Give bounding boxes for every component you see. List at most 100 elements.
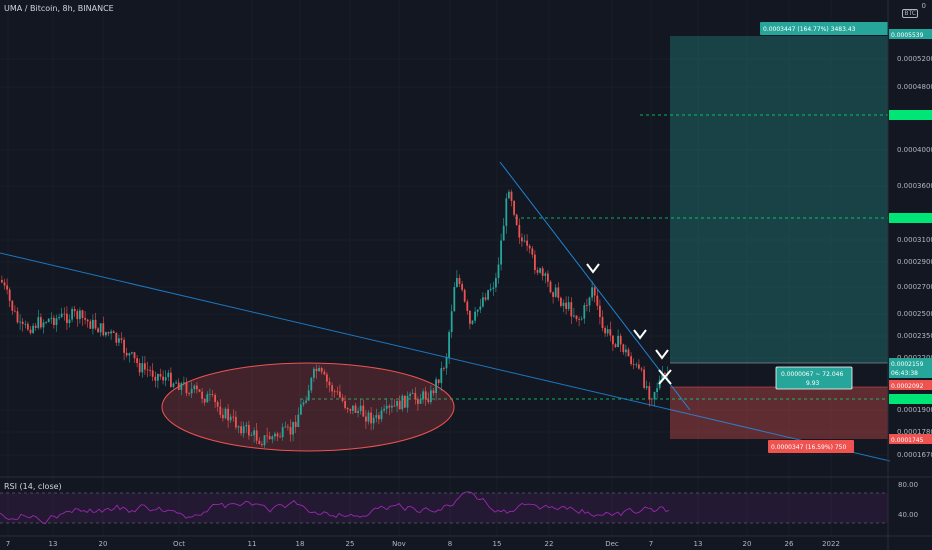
candle-body bbox=[27, 323, 29, 330]
candle-body bbox=[359, 405, 362, 412]
candle-body bbox=[313, 368, 315, 378]
candle-body bbox=[94, 319, 97, 329]
candle-body bbox=[492, 287, 495, 289]
candle-body bbox=[19, 321, 21, 323]
descending-trendline bbox=[499, 161, 691, 411]
candle-body bbox=[320, 367, 323, 372]
candle-body bbox=[281, 427, 284, 438]
candle-body bbox=[183, 382, 185, 384]
candle-body bbox=[419, 399, 422, 404]
candle-body bbox=[266, 435, 268, 437]
candle-body bbox=[34, 325, 37, 328]
candle-body bbox=[60, 313, 63, 318]
candle-body bbox=[588, 297, 591, 306]
candle-body bbox=[32, 325, 34, 333]
time-tick-label: 26 bbox=[785, 540, 794, 548]
candle-body bbox=[591, 287, 593, 298]
candle-body bbox=[645, 386, 648, 388]
candle-body bbox=[328, 381, 331, 386]
candle-body bbox=[196, 385, 198, 390]
candle-body bbox=[349, 409, 352, 411]
candle-body bbox=[440, 368, 443, 384]
candle-body bbox=[354, 405, 357, 413]
profit-zone bbox=[670, 36, 888, 363]
candle-body bbox=[151, 370, 154, 377]
candle-body bbox=[89, 321, 92, 329]
time-tick-label: 20 bbox=[743, 540, 752, 548]
candle-body bbox=[632, 364, 635, 365]
candle-body bbox=[292, 421, 294, 435]
candle-body bbox=[149, 370, 151, 371]
position-info-box bbox=[775, 366, 853, 390]
candle-body bbox=[240, 426, 242, 434]
candle-body bbox=[128, 353, 131, 356]
candle-body bbox=[523, 240, 526, 242]
candle-body bbox=[24, 323, 27, 325]
candle-body bbox=[583, 305, 586, 319]
candle-body bbox=[554, 287, 557, 297]
candle-body bbox=[214, 395, 216, 403]
level-tag-mid bbox=[889, 213, 932, 223]
candle-body bbox=[159, 373, 162, 377]
target-price-tag bbox=[889, 29, 932, 39]
time-axis-ticks: 7 13 20 Oct 11 18 25 Nov 8 15 22 Dec 7 13 20 26 2022 bbox=[6, 540, 840, 548]
candle-body bbox=[172, 383, 175, 387]
candle-body bbox=[445, 357, 448, 369]
candle-body bbox=[526, 240, 528, 246]
candle-body bbox=[136, 358, 138, 363]
candle-body bbox=[92, 319, 94, 329]
candle-body bbox=[66, 313, 68, 324]
candle-body bbox=[487, 290, 489, 300]
candle-body bbox=[484, 297, 487, 300]
candle-body bbox=[263, 435, 266, 446]
candle-body bbox=[614, 344, 617, 348]
candle-body bbox=[396, 400, 398, 407]
candle-body bbox=[398, 400, 401, 410]
candle-body bbox=[84, 317, 86, 320]
candle-body bbox=[422, 391, 424, 400]
candle-body bbox=[593, 287, 596, 296]
candle-body bbox=[297, 414, 300, 428]
time-tick-label: 20 bbox=[99, 540, 108, 548]
candle-body bbox=[393, 405, 396, 407]
candle-body bbox=[596, 295, 599, 306]
accumulation-ellipse bbox=[161, 362, 455, 452]
candle-body bbox=[370, 412, 372, 424]
candle-body bbox=[549, 281, 552, 293]
candle-body bbox=[86, 319, 89, 322]
candle-body bbox=[63, 313, 66, 315]
candle-body bbox=[430, 390, 432, 403]
candle-body bbox=[3, 282, 6, 286]
rsi-level-80-label: 80.00 bbox=[898, 481, 918, 489]
candle-body bbox=[352, 405, 354, 411]
candle-body bbox=[567, 302, 570, 309]
price-tick-label: 0.0003100 bbox=[897, 236, 932, 244]
candle-body bbox=[414, 392, 417, 400]
candle-body bbox=[110, 331, 112, 334]
candle-body bbox=[664, 373, 666, 374]
candle-body bbox=[476, 309, 479, 312]
candle-body bbox=[367, 412, 370, 422]
candle-body bbox=[661, 373, 664, 380]
price-tick-label: 0.0004800 bbox=[897, 83, 932, 91]
candle-body bbox=[201, 391, 203, 399]
time-tick-label: 22 bbox=[545, 540, 554, 548]
candle-body bbox=[479, 306, 482, 310]
time-tick-label: 13 bbox=[49, 540, 58, 548]
candle-body bbox=[16, 311, 19, 323]
candle-body bbox=[79, 310, 81, 320]
candle-body bbox=[344, 400, 346, 408]
candle-body bbox=[81, 310, 84, 318]
currency-badge[interactable]: BTC bbox=[902, 9, 918, 18]
time-tick-label: 7 bbox=[649, 540, 653, 548]
candle-body bbox=[21, 321, 24, 324]
candle-body bbox=[560, 297, 562, 306]
candle-body bbox=[177, 382, 180, 390]
current-price-tag bbox=[889, 380, 932, 390]
candle-body bbox=[193, 385, 196, 389]
candle-body bbox=[102, 323, 105, 336]
price-tick-label: 0.0002350 bbox=[897, 332, 932, 340]
time-tick-label: Dec bbox=[605, 540, 619, 548]
check-mark-3 bbox=[655, 349, 669, 360]
